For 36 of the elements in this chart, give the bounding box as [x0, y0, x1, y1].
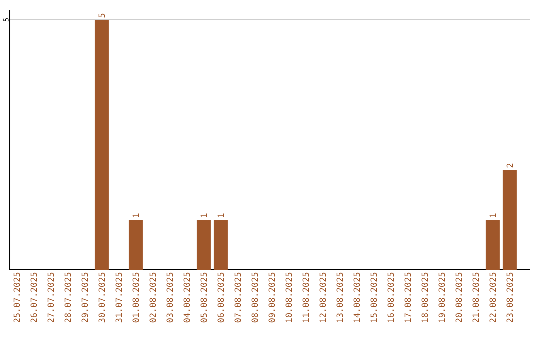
x-tick-label: 01.08.2025 — [132, 272, 140, 323]
x-tick-label: 15.08.2025 — [370, 272, 378, 322]
x-tick-label: 21.08.2025 — [472, 272, 480, 323]
x-tick-label: 16.08.2025 — [388, 272, 394, 322]
x-tick-label: 10.08.2025 — [286, 272, 292, 322]
data-label: 1 — [218, 214, 224, 218]
x-tick-label: 07.08.2025 — [234, 272, 242, 323]
data-label: 1 — [490, 214, 496, 218]
x-tick-label: 29.07.2025 — [82, 272, 88, 323]
x-tick-label: 17.08.2025 — [404, 272, 412, 322]
x-tick-label: 19.08.2025 — [438, 272, 446, 322]
x-tick-label: 08.08.2025 — [252, 272, 258, 323]
x-tick-label: 23.08.2025 — [506, 272, 514, 323]
x-tick-label: 22.08.2025 — [490, 272, 496, 323]
x-tick-label: 03.08.2025 — [166, 272, 174, 323]
x-tick-label: 02.08.2025 — [150, 272, 156, 323]
x-tick-label: 11.08.2025 — [302, 272, 310, 322]
x-tick-label: 14.08.2025 — [354, 272, 360, 322]
x-tick-label: 09.08.2025 — [268, 272, 276, 323]
data-label: 5 — [98, 14, 106, 18]
x-tick-label: 05.08.2025 — [200, 272, 208, 323]
x-tick-label: 04.08.2025 — [184, 272, 190, 323]
x-tick-label: 13.08.2025 — [336, 272, 344, 322]
x-tick-label: 12.08.2025 — [320, 272, 326, 322]
x-tick-label: 25.07.2025 — [14, 272, 20, 323]
data-label: 2 — [506, 164, 514, 168]
x-tick-label: 31.07.2025 — [116, 272, 122, 323]
x-tick-label: 06.08.2025 — [218, 272, 224, 323]
x-tick-label: 28.07.2025 — [64, 272, 72, 323]
x-tick-label: 18.08.2025 — [422, 272, 428, 322]
data-label: 1 — [132, 214, 140, 218]
x-tick-label: 26.07.2025 — [30, 272, 38, 323]
x-tick-label: 27.07.2025 — [48, 272, 54, 323]
data-label: 1 — [200, 214, 208, 218]
x-tick-label: 20.08.2025 — [456, 272, 462, 323]
x-tick-label: 30.07.2025 — [98, 272, 106, 323]
